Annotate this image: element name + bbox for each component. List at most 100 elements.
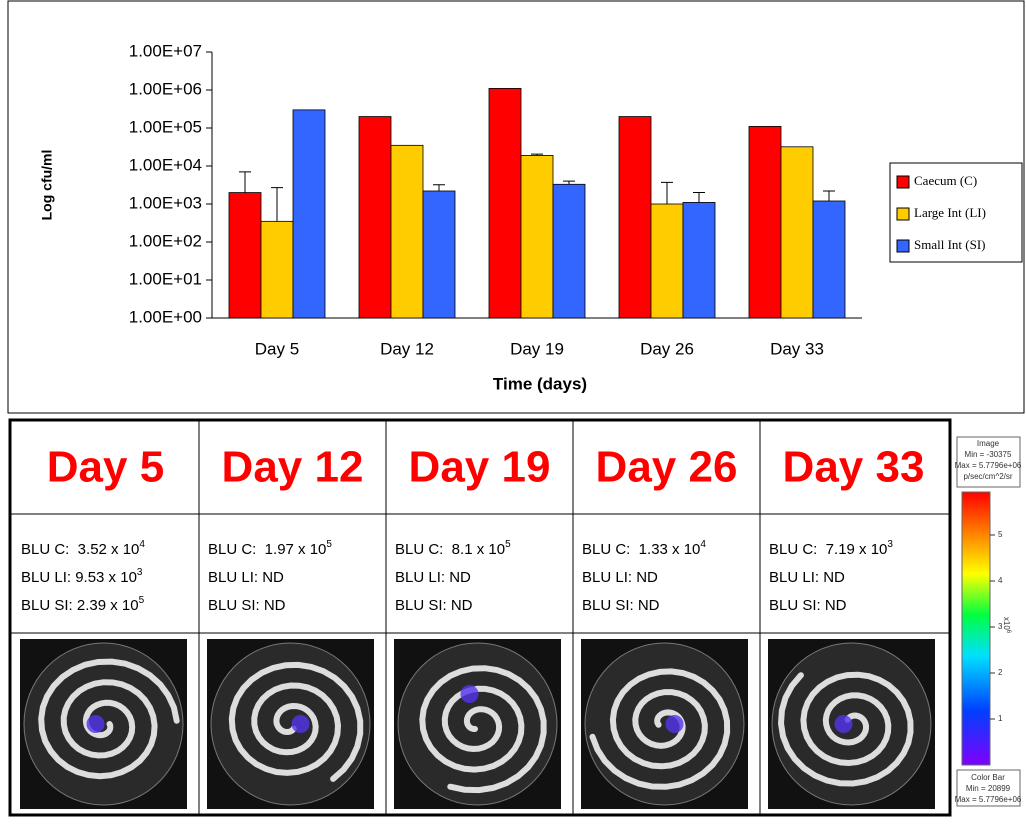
colorbar-tick-label: 2: [998, 668, 1003, 677]
blu-text: BLU SI: ND: [582, 597, 660, 614]
blu-text: BLU C: 1.33 x 10: [582, 541, 700, 558]
panel-frame: [8, 418, 952, 817]
error-bar: [239, 171, 251, 193]
bar: [748, 126, 782, 319]
error-bar: [531, 153, 543, 156]
colorbar-footer: Max = 5.7796e+06: [955, 795, 1022, 804]
blu-exp: 5: [505, 539, 511, 550]
colorbar-header: Image: [977, 439, 1000, 448]
intestine: [419, 665, 547, 794]
dish: [584, 642, 745, 806]
x-tick-label: Day 12: [380, 339, 434, 358]
legend-label: Caecum (C): [914, 173, 977, 188]
colorbar-header: Min = -30375: [965, 450, 1012, 459]
bar: [358, 116, 392, 319]
signal: [291, 715, 310, 733]
x-tick-label: Day 5: [255, 339, 299, 358]
y-tick-label: 1.00E+05: [129, 117, 202, 136]
y-tick-label: 1.00E+06: [129, 79, 202, 98]
bar: [618, 116, 652, 319]
x-axis-title: Time (days): [493, 374, 587, 393]
day-title: Day 19: [409, 443, 551, 492]
y-tick-label: 1.00E+07: [129, 41, 202, 60]
bar: [422, 190, 456, 319]
blu-line: BLU SI: ND: [208, 597, 286, 614]
intestine: [228, 661, 364, 782]
colorbar-tick-label: 1: [998, 714, 1003, 723]
colorbar-footer: Color Bar: [971, 773, 1005, 782]
day-title: Day 33: [783, 443, 925, 492]
signal: [834, 715, 853, 733]
intestine: [38, 658, 180, 780]
blu-line: BLU SI: ND: [582, 597, 660, 614]
blu-exp: 5: [139, 595, 145, 606]
blu-line: BLU C: 1.97 x 105: [208, 539, 332, 558]
blu-text: BLU C: 3.52 x 10: [21, 541, 139, 558]
unit-exp: 6: [1005, 630, 1011, 634]
blu-line: BLU LI: ND: [769, 569, 845, 586]
day-title: Day 12: [222, 443, 364, 492]
blu-line: BLU LI: ND: [395, 569, 471, 586]
signal: [86, 715, 105, 733]
legend-label: Small Int (SI): [914, 237, 986, 252]
colorbar-footer: Min = 20899: [966, 784, 1011, 793]
error-bar: [661, 181, 673, 204]
bar: [390, 144, 424, 319]
unit-base: x10: [1002, 617, 1011, 630]
blu-line: BLU C: 8.1 x 105: [395, 539, 511, 558]
bar: [650, 203, 684, 319]
x-tick-label: Day 26: [640, 339, 694, 358]
blu-line: BLU C: 3.52 x 104: [21, 539, 145, 558]
chart-frame: [7, 0, 1025, 414]
y-tick-label: 1.00E+03: [129, 193, 202, 212]
blu-text: BLU C: 8.1 x 10: [395, 541, 505, 558]
bar: [292, 109, 326, 319]
blu-line: BLU LI: 9.53 x 103: [21, 567, 143, 586]
blu-text: BLU LI: ND: [769, 569, 845, 586]
error-bar: [823, 190, 835, 201]
blu-line: BLU SI: 2.39 x 105: [21, 595, 145, 614]
bar: [488, 88, 522, 319]
x-tick-label: Day 33: [770, 339, 824, 358]
blu-text: BLU C: 7.19 x 10: [769, 541, 887, 558]
blu-line: BLU LI: ND: [208, 569, 284, 586]
error-bar: [271, 187, 283, 222]
blu-text: BLU SI: 2.39 x 10: [21, 597, 139, 614]
bar: [552, 183, 586, 319]
blu-exp: 4: [700, 539, 706, 550]
colorbar-unit: x106: [1002, 617, 1012, 634]
error-bar: [693, 192, 705, 203]
y-tick-label: 1.00E+02: [129, 231, 202, 250]
bar: [812, 200, 846, 319]
blu-exp: 3: [137, 567, 143, 578]
blu-line: BLU SI: ND: [769, 597, 847, 614]
error-bar: [563, 180, 575, 185]
blu-text: BLU LI: 9.53 x 10: [21, 569, 137, 586]
blu-exp: 4: [139, 539, 145, 550]
blu-line: BLU SI: ND: [395, 597, 473, 614]
blu-exp: 3: [887, 539, 893, 550]
colorbar: [961, 491, 991, 766]
blu-text: BLU C: 1.97 x 10: [208, 541, 326, 558]
blu-text: BLU SI: ND: [395, 597, 473, 614]
blu-text: BLU LI: ND: [208, 569, 284, 586]
blu-text: BLU LI: ND: [582, 569, 658, 586]
bar: [682, 202, 716, 319]
blu-text: BLU LI: ND: [395, 569, 471, 586]
error-bar: [433, 184, 445, 191]
signal: [460, 685, 479, 703]
blu-line: BLU LI: ND: [582, 569, 658, 586]
y-tick-label: 1.00E+04: [129, 155, 202, 174]
legend-swatch: [896, 207, 910, 221]
colorbar-header: Max = 5.7796e+06: [955, 461, 1022, 470]
legend-label: Large Int (LI): [914, 205, 986, 220]
colorbar-header-box: [956, 436, 1021, 488]
y-axis-title: Log cfu/ml: [39, 150, 55, 221]
legend-box: [889, 162, 1023, 263]
y-tick-label: 1.00E+00: [129, 307, 202, 326]
bar: [228, 192, 262, 319]
bar: [260, 220, 294, 319]
day-title: Day 5: [47, 443, 164, 492]
